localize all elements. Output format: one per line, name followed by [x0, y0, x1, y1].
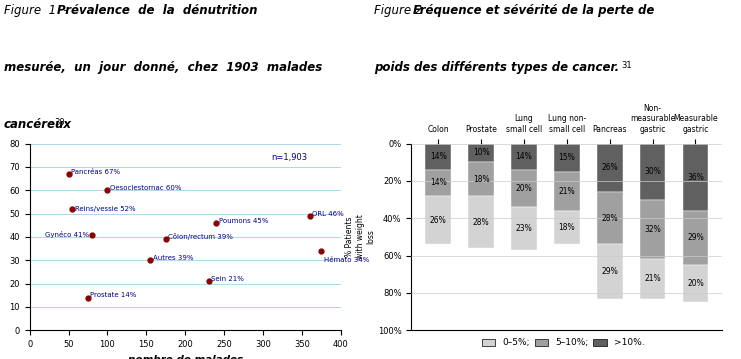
Text: 10%: 10%: [473, 148, 490, 158]
Bar: [682, 211, 708, 265]
Bar: [554, 211, 579, 244]
Text: poids des différents types de cancer.: poids des différents types de cancer.: [374, 61, 619, 74]
Text: Prostate 14%: Prostate 14%: [90, 292, 136, 298]
Text: 30: 30: [54, 118, 64, 127]
Text: mesurée,  un  jour  donné,  chez  1903  malades: mesurée, un jour donné, chez 1903 malade…: [4, 61, 322, 74]
Text: 29%: 29%: [602, 267, 618, 276]
Bar: [511, 207, 537, 250]
Text: Côlon/rectum 39%: Côlon/rectum 39%: [168, 233, 233, 241]
Bar: [597, 144, 622, 192]
Text: 14%: 14%: [430, 152, 447, 161]
Text: 14%: 14%: [430, 178, 447, 187]
Text: cancéreux: cancéreux: [4, 118, 72, 131]
Bar: [639, 144, 665, 200]
Text: ORL 46%: ORL 46%: [312, 211, 344, 216]
Bar: [425, 170, 451, 196]
Text: n=1,903: n=1,903: [270, 153, 307, 162]
Bar: [468, 144, 494, 162]
Text: 21%: 21%: [644, 274, 661, 284]
Bar: [511, 144, 537, 170]
Text: 15%: 15%: [559, 153, 575, 162]
Bar: [554, 144, 579, 172]
Text: Hémato 34%: Hémato 34%: [324, 257, 369, 263]
Text: Figure 2 -: Figure 2 -: [374, 4, 434, 17]
Bar: [682, 144, 708, 211]
Text: 20%: 20%: [687, 279, 704, 288]
Text: 18%: 18%: [473, 174, 490, 183]
Text: 26%: 26%: [430, 216, 447, 225]
Text: 30%: 30%: [644, 167, 661, 176]
Bar: [682, 265, 708, 302]
Bar: [468, 162, 494, 196]
Text: Pancréas 67%: Pancréas 67%: [71, 169, 120, 174]
Bar: [597, 192, 622, 244]
Text: Prévalence  de  la  dénutrition: Prévalence de la dénutrition: [57, 4, 258, 17]
Text: 32%: 32%: [644, 225, 661, 234]
Text: 28%: 28%: [473, 218, 490, 227]
Bar: [425, 144, 451, 170]
Bar: [639, 259, 665, 299]
Text: Fréquence et sévérité de la perte de: Fréquence et sévérité de la perte de: [413, 4, 655, 17]
Text: Autres 39%: Autres 39%: [153, 255, 193, 261]
Text: 31: 31: [621, 61, 631, 70]
Text: 28%: 28%: [602, 214, 618, 223]
Text: Gynéco 41%: Gynéco 41%: [45, 231, 90, 238]
Y-axis label: % Patients
with weight
loss: % Patients with weight loss: [345, 214, 375, 259]
Text: 26%: 26%: [602, 163, 618, 172]
Bar: [597, 244, 622, 299]
Text: 36%: 36%: [687, 173, 704, 182]
Text: Sein 21%: Sein 21%: [211, 276, 244, 282]
Text: Figure  1  -: Figure 1 -: [4, 4, 75, 17]
Bar: [554, 172, 579, 211]
Text: 20%: 20%: [516, 184, 532, 193]
X-axis label: nombre de malades: nombre de malades: [127, 355, 243, 359]
Text: 14%: 14%: [516, 152, 532, 161]
Text: Oesoclestornac 60%: Oesoclestornac 60%: [110, 185, 182, 191]
Bar: [511, 170, 537, 207]
Bar: [639, 200, 665, 259]
Bar: [425, 196, 451, 244]
Bar: [468, 196, 494, 248]
Text: 23%: 23%: [516, 224, 532, 233]
Text: 18%: 18%: [559, 223, 575, 232]
Text: Poumons 45%: Poumons 45%: [219, 218, 268, 224]
Text: Reins/vessie 52%: Reins/vessie 52%: [75, 206, 136, 212]
Legend: 0–5%;, 5–10%;, >10%.: 0–5%;, 5–10%;, >10%.: [478, 335, 648, 351]
Text: 29%: 29%: [687, 233, 704, 242]
Text: 21%: 21%: [559, 187, 575, 196]
